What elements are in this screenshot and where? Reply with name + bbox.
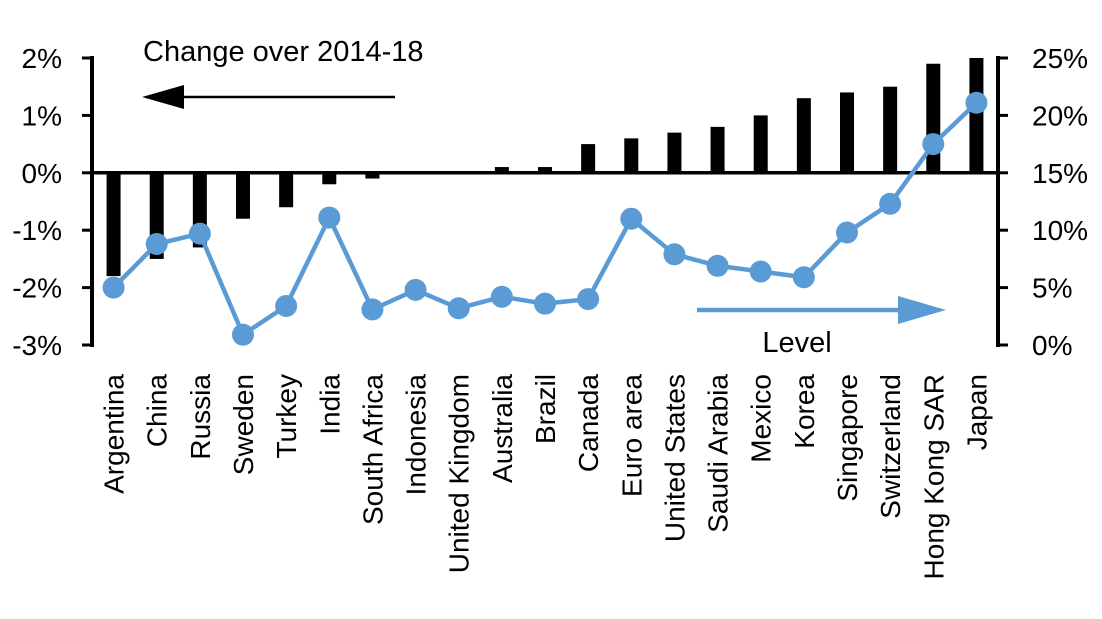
category-label-mexico: Mexico: [746, 374, 777, 463]
right-axis-tick-label: 10%: [1032, 215, 1088, 246]
category-label-korea: Korea: [789, 374, 820, 449]
category-label-russia: Russia: [185, 374, 216, 460]
bar-euro-area: [624, 138, 639, 173]
category-label-switzerland: Switzerland: [875, 374, 906, 519]
line-point-china: [145, 232, 168, 255]
bar-argentina: [106, 172, 121, 277]
category-label-saudi-arabia: Saudi Arabia: [703, 374, 734, 533]
right-axis-tick-label: 0%: [1032, 330, 1072, 361]
right-axis-tick-label: 5%: [1032, 273, 1072, 304]
category-label-india: India: [314, 374, 345, 435]
bar-series-label: Change over 2014-18: [143, 36, 424, 68]
level-arrow: [697, 296, 946, 324]
left-axis-tick-label: -1%: [12, 215, 62, 246]
bar-australia: [494, 167, 509, 173]
category-label-australia: Australia: [487, 374, 518, 483]
left-axis-tick-label: -2%: [12, 273, 62, 304]
category-label-singapore: Singapore: [832, 374, 863, 502]
right-axis-tick-label: 20%: [1032, 100, 1088, 131]
line-point-india: [318, 206, 341, 229]
left-axis-tick-label: 1%: [22, 100, 62, 131]
category-label-south-africa: South Africa: [357, 374, 388, 525]
category-label-united-states: United States: [659, 374, 690, 542]
bar-mexico: [753, 115, 768, 173]
line-point-korea: [792, 266, 815, 289]
category-label-argentina: Argentina: [99, 374, 130, 494]
line-point-united-kingdom: [447, 297, 470, 320]
bar-singapore: [840, 92, 854, 173]
line-series-label: Level: [762, 327, 831, 359]
bar-saudi-arabia: [710, 126, 725, 173]
category-label-euro-area: Euro area: [616, 374, 647, 497]
line-series: [102, 91, 988, 346]
category-label-canada: Canada: [573, 374, 604, 473]
bar-canada: [581, 144, 596, 173]
line-point-mexico: [749, 260, 772, 283]
line-point-canada: [577, 288, 600, 311]
line-point-japan: [965, 91, 988, 114]
category-label-hong-kong-sar: Hong Kong SAR: [918, 374, 949, 579]
category-label-china: China: [142, 374, 173, 448]
bar-turkey: [279, 172, 294, 208]
category-label-brazil: Brazil: [530, 374, 561, 444]
category-label-indonesia: Indonesia: [401, 374, 432, 496]
line-point-singapore: [836, 221, 858, 244]
line-point-brazil: [534, 292, 556, 315]
level-arrow-head-right: [898, 296, 946, 324]
bar-hong-kong-sar: [926, 63, 941, 173]
bar-sweden: [236, 172, 250, 219]
line-point-russia: [188, 222, 211, 245]
category-axis-labels: Argentina China Russia Sweden Turkey India Sou…: [99, 374, 993, 580]
left-axis-tick-label: 0%: [22, 158, 62, 189]
line-point-switzerland: [879, 192, 902, 215]
line-point-sweden: [232, 323, 254, 346]
right-axis-ticks: 25% 20% 15% 10% 5% 0%: [998, 43, 1088, 361]
line-point-euro-area: [620, 207, 643, 230]
bar-korea: [796, 98, 811, 173]
left-axis-ticks: 2% 1% 0% -1% -2% -3%: [12, 43, 92, 361]
category-label-sweden: Sweden: [228, 374, 259, 475]
right-axis-tick-label: 25%: [1032, 43, 1088, 74]
line-point-saudi-arabia: [706, 254, 729, 277]
category-label-japan: Japan: [961, 374, 992, 450]
line-point-united-states: [663, 243, 686, 266]
bar-series: [106, 58, 984, 277]
line-point-south-africa: [361, 298, 384, 321]
left-axis-tick-label: 2%: [22, 43, 62, 74]
bar-south-africa: [365, 172, 380, 179]
bar-brazil: [538, 167, 552, 173]
bar-india: [322, 172, 337, 185]
line-point-australia: [490, 285, 513, 308]
bar-united-states: [667, 132, 682, 173]
right-axis-tick-label: 15%: [1032, 158, 1088, 189]
line-point-indonesia: [404, 278, 427, 301]
change-arrow-head-left: [142, 85, 184, 109]
left-axis-tick-label: -3%: [12, 330, 62, 361]
bar-switzerland: [883, 86, 898, 173]
category-label-united-kingdom: United Kingdom: [444, 374, 475, 573]
line-point-argentina: [102, 276, 125, 299]
line-point-turkey: [275, 294, 298, 317]
line-point-hong-kong-sar: [922, 133, 945, 156]
change-arrow: [142, 85, 395, 109]
bar-japan: [969, 58, 984, 173]
category-label-turkey: Turkey: [271, 374, 302, 459]
